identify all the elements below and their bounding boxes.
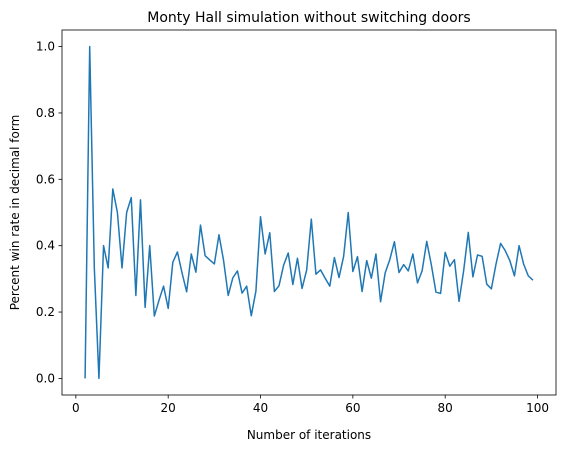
x-tick-label: 20: [161, 401, 176, 415]
x-tick-label: 80: [438, 401, 453, 415]
y-axis: 0.0 0.2 0.4 0.6 0.8 1.0: [36, 40, 62, 385]
x-tick-label: 100: [526, 401, 549, 415]
y-axis-label: Percent win rate in decimal form: [8, 115, 22, 311]
x-tick-label: 60: [345, 401, 360, 415]
series-line: [84, 45, 534, 380]
chart-title: Monty Hall simulation without switching …: [147, 10, 470, 26]
y-tick-label: 0.0: [36, 371, 55, 385]
y-tick-label: 1.0: [36, 40, 55, 54]
y-tick-label: 0.4: [36, 239, 55, 253]
y-tick-label: 0.8: [36, 106, 55, 120]
y-tick-label: 0.6: [36, 172, 55, 186]
x-axis-label: Number of iterations: [247, 428, 371, 442]
plot-frame: [61, 29, 557, 396]
x-axis: 0 20 40 60 80 100: [72, 395, 549, 415]
x-tick-label: 40: [253, 401, 268, 415]
x-tick-label: 0: [72, 401, 80, 415]
y-tick-label: 0.2: [36, 305, 55, 319]
plot-area: [61, 29, 557, 396]
